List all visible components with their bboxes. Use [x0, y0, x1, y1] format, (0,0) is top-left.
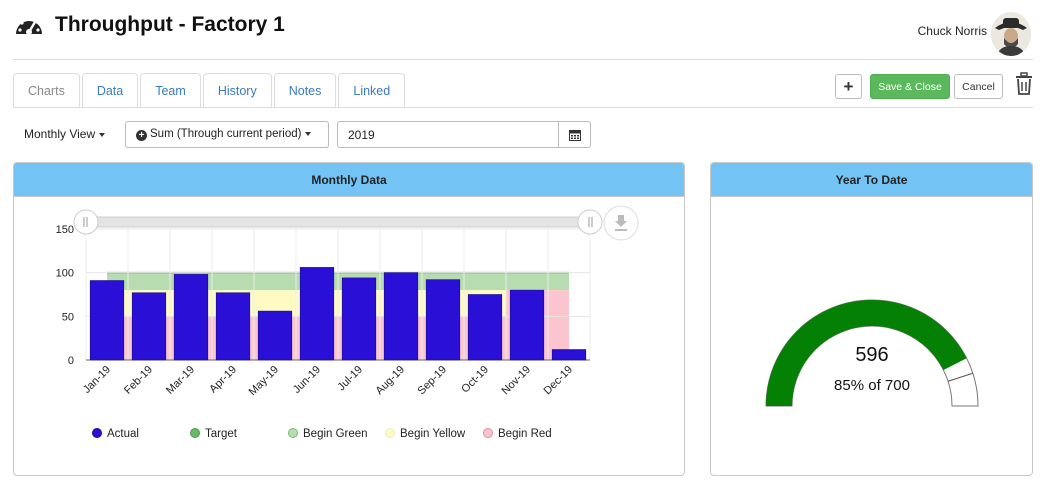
bar-actual-jul-19[interactable]: [341, 277, 377, 361]
tab-bar: Charts Data Team History Notes Linked: [13, 73, 407, 108]
chevron-down-icon: [305, 131, 312, 136]
legend-item-target[interactable]: Target: [190, 428, 238, 440]
monthly-data-title: Monthly Data: [14, 163, 684, 197]
tab-history[interactable]: History: [202, 73, 272, 108]
trash-icon[interactable]: [1014, 72, 1034, 96]
gauge-target-marker: [947, 372, 973, 382]
chart-legend: Actual Target Begin Green Begin Yellow Begin…: [92, 428, 552, 440]
actual-bars: [89, 267, 587, 361]
bar-actual-aug-19[interactable]: [383, 272, 419, 361]
chevron-down-icon: [99, 132, 106, 137]
range-slider-track[interactable]: [85, 216, 591, 228]
cancel-button[interactable]: Cancel: [954, 74, 1003, 99]
y-tick-label: 100: [56, 268, 74, 280]
x-tick-label: Feb-19: [122, 364, 155, 397]
ytd-percent: 85% of 700: [834, 377, 910, 394]
avatar-portrait-icon: [991, 12, 1031, 56]
avatar[interactable]: [991, 12, 1031, 56]
range-slider-left-handle[interactable]: [73, 209, 99, 235]
aggregate-dropdown[interactable]: + Sum (Through current period): [125, 121, 329, 148]
x-tick-label: Apr-19: [207, 364, 239, 396]
save-close-button[interactable]: Save & Close: [870, 74, 950, 99]
year-input[interactable]: [337, 121, 559, 148]
user-name[interactable]: Chuck Norris: [917, 24, 987, 38]
aggregate-label: Sum (Through current period): [150, 128, 302, 140]
header-divider: [13, 59, 1033, 60]
x-tick-label: Aug-19: [374, 364, 408, 398]
legend-marker: [385, 428, 395, 438]
bar-actual-oct-19[interactable]: [467, 294, 503, 361]
y-tick-labels: 0 50 100 150: [56, 224, 74, 367]
band-green: [506, 272, 569, 291]
x-tick-label: Jun-19: [291, 364, 323, 396]
download-icon[interactable]: [603, 205, 639, 241]
y-tick-label: 150: [56, 224, 74, 236]
add-button[interactable]: +: [835, 74, 862, 99]
bar-actual-mar-19[interactable]: [173, 274, 209, 361]
legend-item-actual[interactable]: Actual: [92, 428, 139, 440]
tab-charts[interactable]: Charts: [13, 73, 80, 108]
calendar-icon: [568, 129, 581, 141]
range-slider-right-handle[interactable]: [577, 209, 603, 235]
x-tick-label: Dec-19: [542, 364, 576, 398]
dashboard-gauge-icon: [16, 17, 42, 35]
ytd-value: 596: [855, 344, 888, 366]
legend-marker: [92, 428, 102, 438]
legend-marker: [288, 428, 298, 438]
tab-data[interactable]: Data: [81, 73, 139, 108]
x-tick-label: May-19: [247, 364, 281, 398]
bar-actual-dec-19[interactable]: [551, 349, 587, 361]
tabs-divider: [13, 107, 1033, 108]
bar-actual-sep-19[interactable]: [425, 279, 461, 361]
legend-label: Begin Red: [498, 428, 552, 440]
y-tick-label: 0: [68, 355, 74, 367]
legend-item-begin-green[interactable]: Begin Green: [288, 428, 368, 440]
legend-marker: [483, 428, 493, 438]
band-green: [128, 272, 170, 291]
tab-team[interactable]: Team: [140, 73, 201, 108]
legend-item-begin-yellow[interactable]: Begin Yellow: [385, 428, 466, 440]
ytd-title: Year To Date: [711, 163, 1032, 197]
year-to-date-panel: Year To Date 596 85% of 700: [710, 162, 1033, 476]
legend-label: Begin Yellow: [400, 428, 466, 440]
x-tick-label: Jul-19: [335, 364, 365, 394]
bar-actual-nov-19[interactable]: [509, 289, 545, 361]
tab-notes[interactable]: Notes: [273, 73, 337, 108]
bar-actual-jun-19[interactable]: [299, 267, 335, 361]
calendar-button[interactable]: [558, 121, 591, 148]
legend-label: Actual: [107, 428, 139, 440]
x-tick-label: Sep-19: [416, 364, 450, 398]
bar-actual-feb-19[interactable]: [131, 292, 167, 361]
tab-linked[interactable]: Linked: [338, 73, 406, 108]
y-tick-label: 50: [62, 311, 74, 323]
x-tick-label: Oct-19: [459, 364, 491, 396]
band-green: [254, 272, 296, 291]
gauge-fill: [766, 300, 967, 406]
monthly-bar-chart: 0 50 100 150 Jan-19 Feb-19 Mar-19 Apr-19 May-19…: [56, 205, 639, 440]
plus-circle-icon: +: [136, 130, 147, 141]
legend-label: Begin Green: [303, 428, 368, 440]
monthly-data-panel: Monthly Data 0 50 100 150 Jan-19 Feb-19 Mar-1…: [13, 162, 685, 476]
x-tick-label: Jan-19: [81, 364, 113, 396]
legend-item-begin-red[interactable]: Begin Red: [483, 428, 552, 440]
page-title: Throughput - Factory 1: [55, 13, 285, 36]
page-header: Throughput - Factory 1 Chuck Norris: [0, 0, 1043, 60]
x-tick-labels: Jan-19 Feb-19 Mar-19 Apr-19 May-19 Jun-19 Jul-…: [81, 364, 575, 398]
band-green: [464, 272, 506, 291]
bar-actual-jan-19[interactable]: [89, 280, 125, 361]
view-mode-label: Monthly View: [24, 127, 96, 141]
bar-actual-may-19[interactable]: [257, 310, 293, 361]
legend-label: Target: [205, 428, 238, 440]
chart-gridlines: [85, 228, 591, 361]
ytd-gauge: 596 85% of 700: [765, 299, 979, 407]
bar-actual-apr-19[interactable]: [215, 292, 251, 361]
x-tick-label: Mar-19: [164, 364, 197, 397]
band-green: [212, 272, 254, 291]
view-mode-dropdown[interactable]: Monthly View: [24, 127, 106, 141]
x-tick-label: Nov-19: [500, 364, 534, 398]
legend-marker: [190, 428, 200, 438]
